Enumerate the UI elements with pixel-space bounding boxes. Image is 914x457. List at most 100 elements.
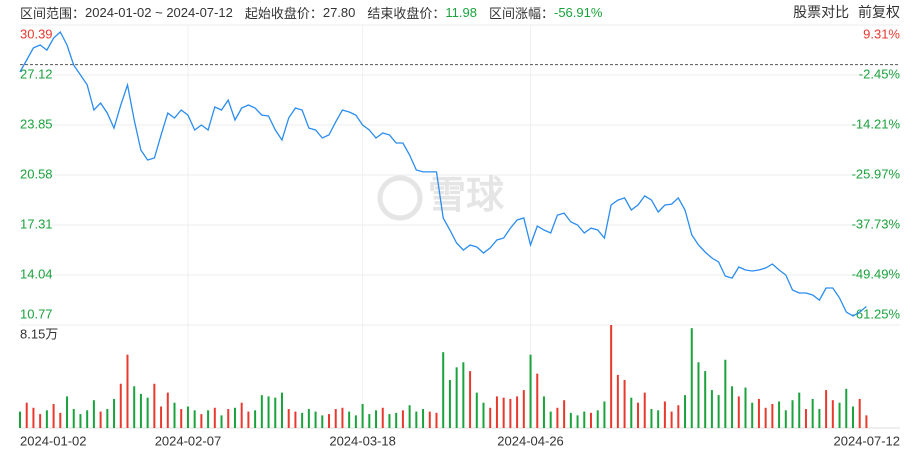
x-tick-label: 2024-02-07 (155, 433, 222, 448)
volume-bar (395, 412, 398, 428)
volume-bar (113, 398, 116, 428)
start-label: 起始收盘价： (244, 5, 323, 21)
volume-bar (475, 392, 478, 428)
volume-bar (79, 414, 82, 428)
controls: 股票对比 前复权 (793, 2, 900, 22)
volume-bar (86, 410, 89, 428)
header: 区间范围： 2024-01-02 ~ 2024-07-12 起始收盘价： 27.… (20, 3, 900, 21)
range-label: 区间范围： (20, 5, 86, 21)
volume-bar (146, 397, 149, 428)
volume-bar (751, 402, 754, 428)
volume-bar (32, 407, 35, 428)
volume-bar (818, 409, 821, 428)
y-tick-label: 30.39 (20, 26, 53, 41)
volume-bar (576, 415, 579, 428)
y-tick-label: 23.85 (20, 116, 53, 131)
volume-bar (448, 379, 451, 428)
volume-bar (361, 403, 364, 428)
volume-bar (213, 407, 216, 428)
y-tick-label: 10.77 (20, 306, 53, 321)
volume-bar (415, 411, 418, 428)
volume-bar (845, 388, 848, 428)
volume-bar (791, 400, 794, 428)
volume-bar (388, 414, 391, 428)
y2-tick-label: -14.21% (852, 116, 901, 131)
x-tick-label: 2024-04-26 (497, 433, 564, 448)
y-tick-label: 20.58 (20, 166, 53, 181)
volume-bar (583, 411, 586, 428)
volume-bar (462, 362, 465, 428)
volume-bar (180, 409, 183, 428)
volume-bar (865, 415, 868, 428)
x-tick-label: 2024-07-12 (834, 433, 901, 448)
volume-bar (19, 411, 21, 428)
y2-tick-label: -49.49% (852, 266, 901, 281)
volume-bar (838, 402, 841, 428)
volume-bar (133, 386, 136, 428)
volume-bar (368, 414, 371, 428)
volume-bar (610, 325, 613, 428)
start-close: 27.80 (322, 4, 356, 20)
volume-bar (825, 390, 828, 428)
volume-bar (247, 411, 250, 428)
volume-bar (697, 362, 700, 428)
volume-bar (831, 400, 834, 428)
volume-bar (516, 396, 519, 428)
volume-bar (630, 397, 633, 428)
volume-bar (307, 409, 310, 428)
volume-bar (710, 390, 713, 428)
volume-bar (489, 407, 492, 428)
volume-bar (39, 414, 42, 428)
y-tick-label: 14.04 (20, 266, 53, 281)
volume-bar (542, 396, 545, 428)
volume-bar (408, 405, 411, 428)
volume-bar (556, 407, 559, 428)
volume-bar (267, 396, 270, 428)
y2-tick-label: -2.45% (859, 66, 901, 81)
watermark: 雪球 (377, 175, 505, 221)
volume-bar (650, 409, 653, 428)
volume-bar (240, 402, 243, 428)
volume-bar (502, 397, 505, 428)
volume-bar (858, 398, 861, 428)
adjust-button[interactable]: 前复权 (858, 4, 900, 20)
volume-bar (737, 396, 740, 428)
volume-bar (166, 392, 169, 428)
volume-bar (341, 407, 344, 428)
volume-bar (348, 411, 351, 428)
volume-bar (422, 409, 425, 428)
volume-bar (717, 395, 720, 428)
volume-bar (52, 403, 55, 428)
volume-bar (469, 371, 472, 428)
y2-tick-label: 9.31% (863, 26, 900, 41)
volume-bar (569, 412, 572, 428)
volume-bar (771, 403, 774, 428)
end-close: 11.98 (445, 4, 477, 20)
volume-bar (677, 405, 680, 428)
volume-bar (637, 402, 640, 428)
volume-bar (99, 411, 102, 428)
compare-button[interactable]: 股票对比 (793, 4, 850, 20)
volume-bar (804, 409, 807, 428)
volume-bar (563, 400, 566, 428)
volume-bar (220, 415, 223, 428)
volume-bar (126, 354, 129, 428)
volume-bar (173, 402, 176, 428)
volume-bar (207, 410, 210, 428)
y2-tick-label: -61.25% (852, 306, 901, 321)
volume-bar (623, 379, 626, 428)
volume-bar (106, 409, 109, 428)
x-tick-label: 2024-01-02 (20, 433, 87, 448)
volume-bar (260, 395, 263, 428)
volume-bar (59, 412, 62, 428)
volume-bar (663, 401, 666, 428)
watermark-text: 雪球 (428, 175, 505, 217)
volume-bar (596, 410, 599, 428)
volume-bar (778, 401, 781, 428)
volume-bar (670, 411, 673, 428)
volume-bar (798, 392, 801, 428)
volume-bar (153, 383, 156, 428)
volume-bar (287, 409, 290, 428)
volume-bar (227, 409, 230, 428)
